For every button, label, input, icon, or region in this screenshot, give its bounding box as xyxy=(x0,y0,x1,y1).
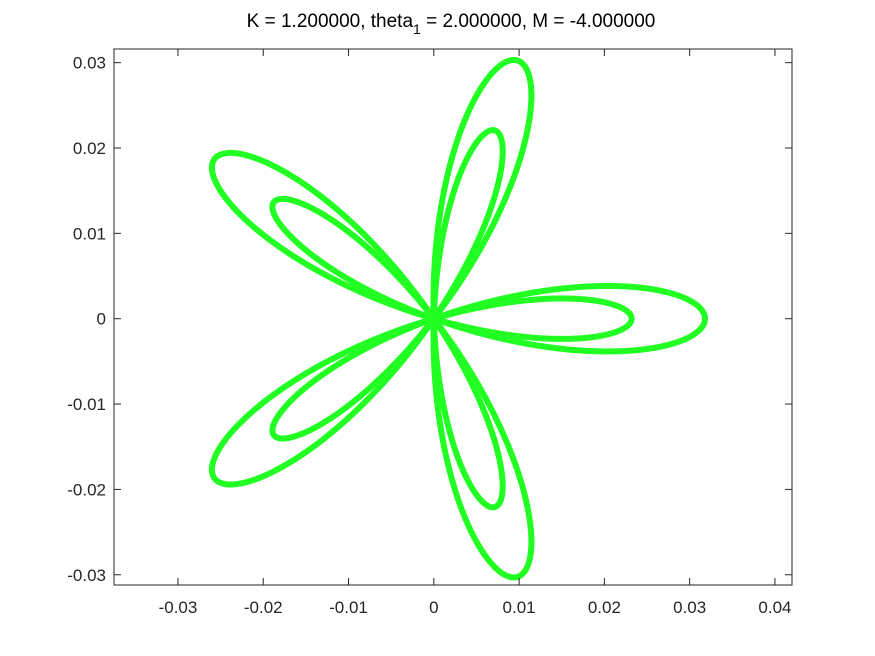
x-tick-label: 0.04 xyxy=(758,598,791,617)
y-tick-label: -0.03 xyxy=(67,566,106,585)
y-tick-label: 0 xyxy=(97,310,106,329)
title-subscript: 1 xyxy=(413,21,421,37)
x-tick-label: -0.03 xyxy=(159,598,198,617)
x-tick-label: 0.01 xyxy=(503,598,536,617)
x-tick-label: -0.01 xyxy=(329,598,368,617)
y-tick-label: 0.01 xyxy=(73,224,106,243)
y-tick-label: -0.01 xyxy=(67,395,106,414)
x-tick-label: 0 xyxy=(429,598,438,617)
title-main: K = 1.200000, theta xyxy=(247,11,414,32)
x-tick-label: 0.03 xyxy=(673,598,706,617)
y-tick-label: -0.02 xyxy=(67,480,106,499)
axes-box xyxy=(113,48,793,586)
plot-area: -0.03 -0.02 -0.01 0 0.01 0.02 0.03 0.04 -0.03 -0.… xyxy=(67,48,793,617)
series-line xyxy=(208,56,709,581)
x-tick-label: 0.02 xyxy=(588,598,621,617)
title-rest: = 2.000000, M = -4.000000 xyxy=(421,11,656,32)
y-tick-label: 0.02 xyxy=(73,139,106,158)
chart-title: K = 1.200000, theta1 = 2.000000, M = -4.… xyxy=(247,11,656,37)
x-tick-label: -0.02 xyxy=(244,598,283,617)
y-tick-label: 0.03 xyxy=(73,54,106,73)
